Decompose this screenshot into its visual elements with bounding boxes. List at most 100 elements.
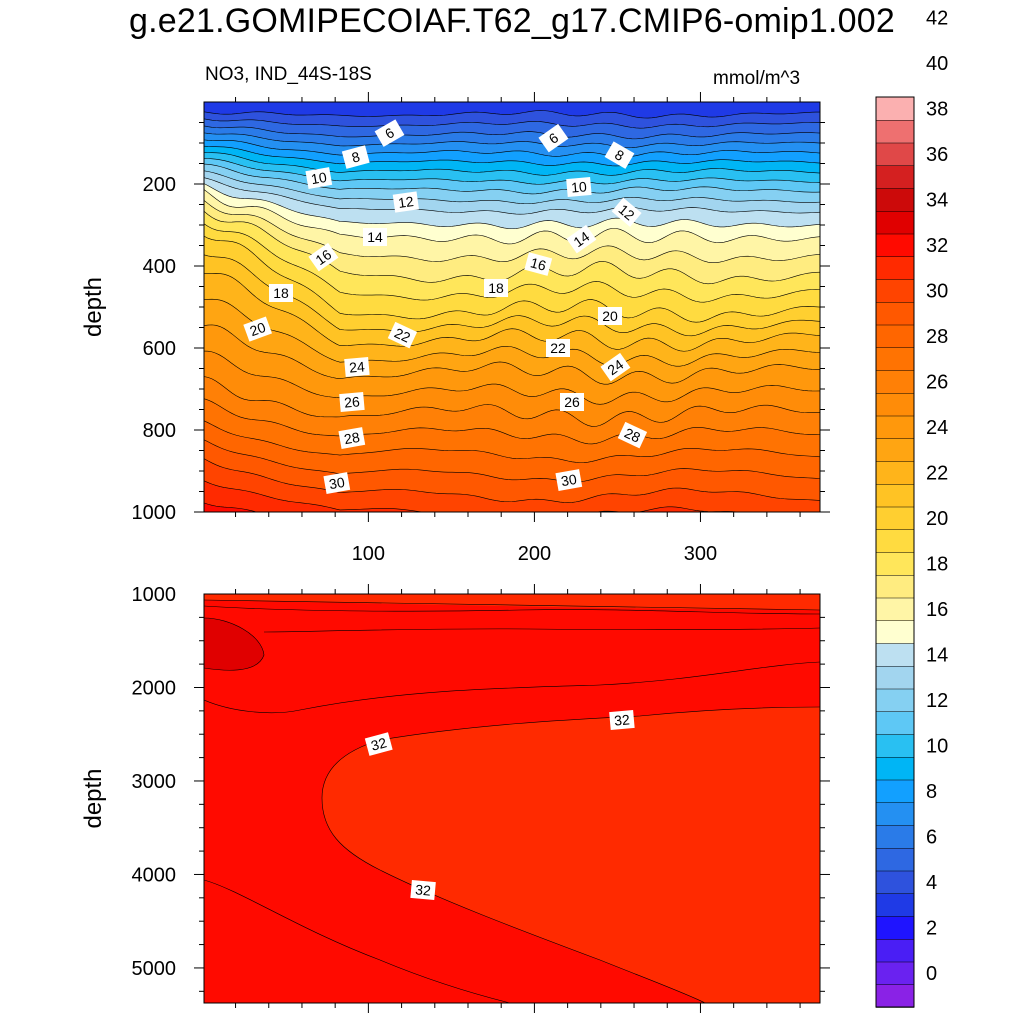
contour-line: [204, 183, 820, 230]
contour-label-box: [339, 391, 365, 413]
contour-line: [204, 189, 820, 245]
y-tick-label: 3000: [132, 771, 177, 793]
contour-label-box: [484, 279, 508, 297]
contour-band: [204, 518, 820, 592]
contour-line: [204, 125, 820, 140]
colorbar-swatch: [875, 529, 915, 553]
lower-y-axis-title: depth: [80, 768, 107, 828]
contour-line: [204, 605, 820, 615]
y-tick-label: 1000: [132, 502, 177, 524]
contour-line: [204, 398, 820, 445]
contour-label-box: [560, 393, 584, 411]
contour-label: 12: [392, 191, 419, 213]
colorbar-tick-label: 8: [926, 781, 937, 803]
colorbar-tick-label: 40: [926, 53, 948, 75]
contour-band: [204, 618, 264, 671]
contour-label-box: [308, 242, 339, 272]
units-label: mmol/m^3: [713, 68, 801, 89]
colorbar-swatch: [875, 915, 915, 940]
contour-label: 28: [338, 427, 366, 449]
contour-label: 8: [341, 145, 370, 169]
contour-label-text: 8: [350, 148, 362, 166]
contour-band: [204, 880, 510, 1003]
colorbar-swatch: [875, 847, 915, 872]
x-tick-label: 300: [684, 543, 717, 565]
contour-label-text: 26: [343, 393, 360, 410]
contour-line: [204, 170, 820, 205]
contour-label-box: [341, 145, 370, 169]
contour-line: [204, 145, 820, 167]
colorbar-swatch: [875, 984, 915, 1008]
contour-label: 16: [524, 252, 553, 276]
contour-label: 10: [566, 176, 592, 198]
contour-label: 10: [305, 167, 333, 189]
y-tick-label: 400: [143, 256, 176, 278]
contour-label-box: [374, 119, 405, 147]
contour-line: [204, 235, 820, 323]
colorbar-tick-label: 26: [926, 371, 948, 393]
colorbar-swatch: [875, 779, 915, 803]
contour-band: [322, 707, 820, 1003]
colorbar-swatch: [875, 324, 915, 348]
colorbar-swatch: [875, 483, 915, 508]
contour-label-text: 18: [488, 280, 504, 296]
lower-plot-frame: [203, 593, 821, 1004]
y-tick-label: 600: [143, 338, 176, 360]
colorbar-swatch: [875, 938, 915, 963]
contour-label-text: 32: [369, 734, 388, 754]
contour-label-text: 28: [343, 429, 361, 447]
contour-label-text: 18: [273, 285, 289, 301]
contour-label-box: [305, 167, 333, 189]
colorbar-swatch: [875, 733, 915, 758]
contour-label: 24: [344, 356, 370, 378]
colorbar-swatch: [875, 460, 915, 485]
colorbar-swatch: [875, 96, 915, 121]
contour-line: [204, 223, 820, 303]
contour-line: [204, 152, 820, 176]
colorbar-swatch: [875, 824, 915, 849]
lower-contour-fills: [204, 594, 820, 1003]
contour-label: 32: [364, 732, 393, 756]
colorbar-swatch: [875, 870, 915, 894]
colorbar-swatch: [875, 711, 915, 735]
variable-region-label: NO3, IND_44S-18S: [205, 64, 372, 85]
colorbar-tick-label: 32: [926, 235, 948, 257]
contour-line: [204, 420, 820, 463]
contour-label: 16: [308, 242, 339, 272]
colorbar-tick-label: 18: [926, 553, 948, 575]
y-tick-label: 200: [143, 174, 176, 196]
contour-label-box: [269, 284, 293, 302]
contour-label: 24: [600, 352, 631, 382]
contour-line: [204, 879, 511, 1003]
contour-line: [204, 118, 820, 129]
contour-band: [204, 594, 820, 610]
y-tick-label: 5000: [132, 958, 177, 980]
lower-depth-panel: 32 32 32 1000 2000 3000 4000 5000 depth: [80, 584, 830, 1013]
colorbar-tick-label: 16: [926, 599, 948, 621]
contour-label: 30: [555, 469, 583, 491]
contour-line: [204, 177, 820, 215]
contour-line: [204, 254, 820, 337]
contour-label: 22: [546, 339, 570, 357]
colorbar-tick-label: 2: [926, 917, 937, 939]
contour-label-box: [617, 421, 648, 449]
contour-label-text: 30: [328, 474, 346, 492]
contour-label-text: 32: [613, 711, 630, 728]
contour-label-text: 20: [602, 308, 618, 324]
contour-label-text: 16: [529, 254, 548, 274]
colorbar-tick-label: 14: [926, 644, 948, 666]
colorbar-swatch: [875, 187, 915, 212]
contour-label-text: 20: [248, 319, 268, 339]
contour-line: [204, 350, 820, 405]
contour-label-box: [538, 123, 569, 153]
contour-label-box: [611, 197, 642, 227]
contour-label-text: 30: [560, 471, 578, 489]
contour-label: 18: [269, 284, 293, 302]
colorbar-swatch: [875, 301, 915, 326]
colorbar-swatch: [875, 438, 915, 462]
colorbar-tick-label: 6: [926, 826, 937, 848]
contour-line: [204, 200, 820, 264]
y-tick-label: 1000: [132, 584, 177, 606]
colorbar-swatch: [875, 142, 915, 166]
